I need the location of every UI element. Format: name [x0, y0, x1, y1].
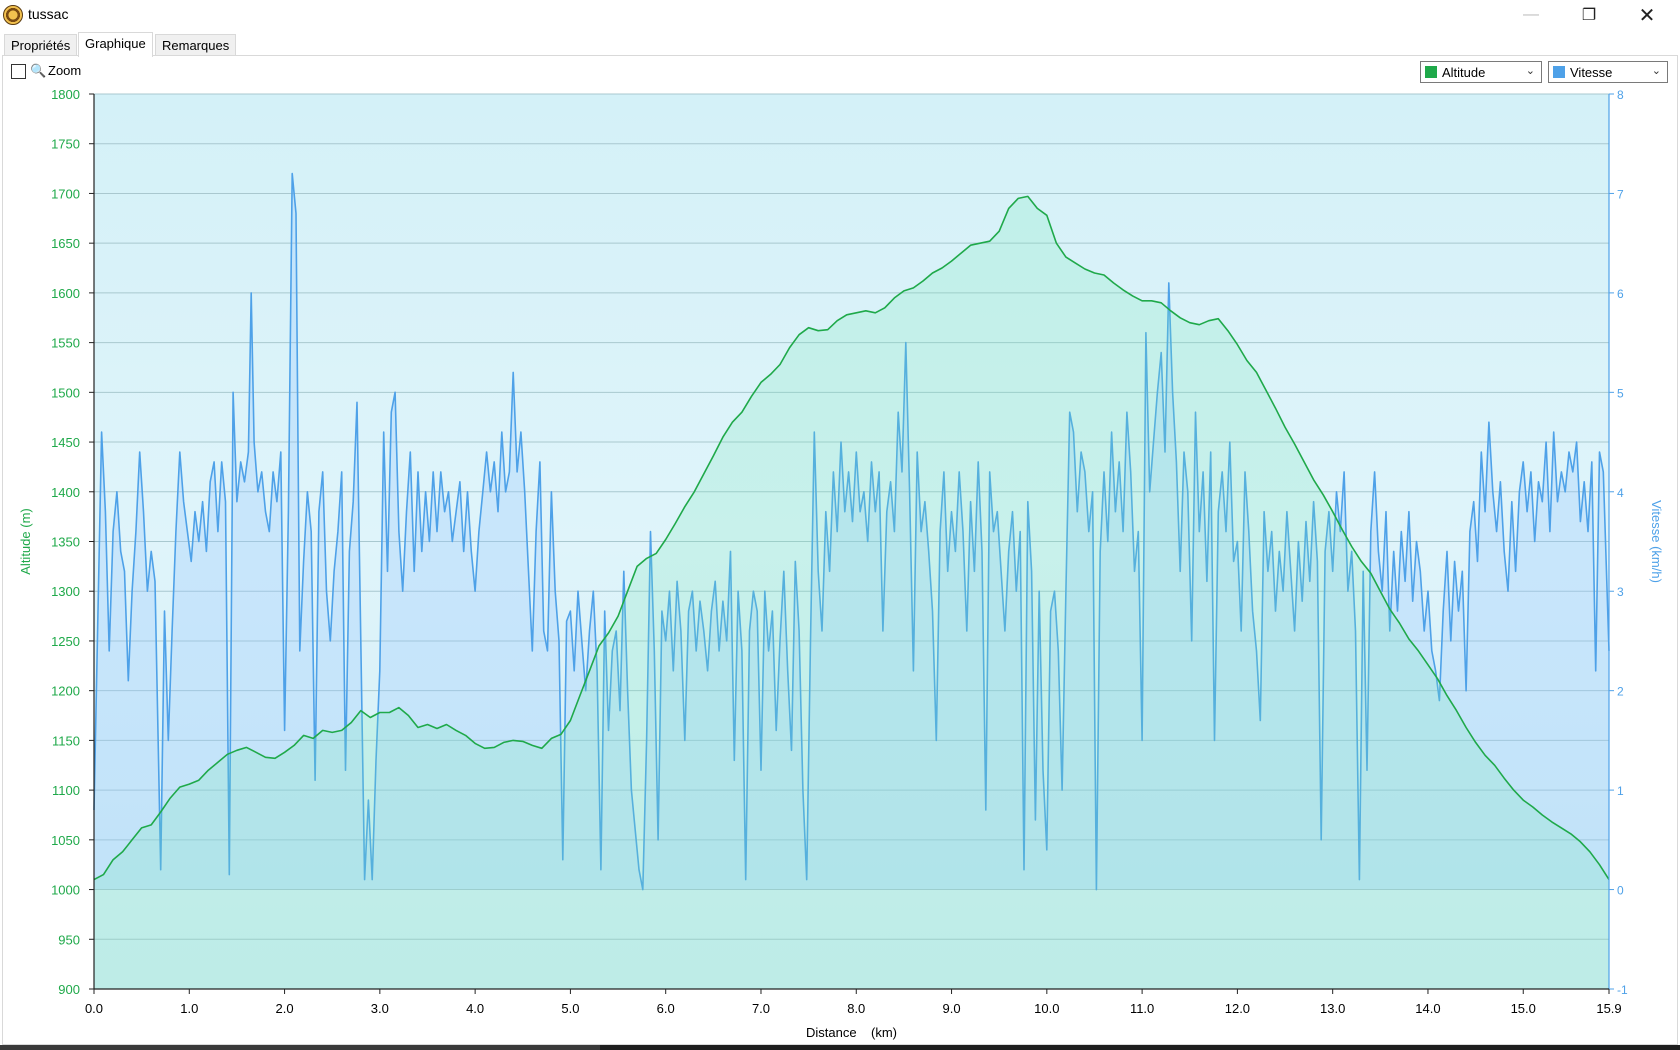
- minimize-button[interactable]: —: [1523, 6, 1539, 23]
- y-right-tick-label: 7: [1617, 187, 1624, 201]
- y-right-tick-label: 8: [1617, 88, 1624, 102]
- x-tick-label: 15.9: [1596, 1001, 1621, 1016]
- y-right-tick-label: -1: [1617, 983, 1628, 997]
- series-area-altitude: [94, 196, 1609, 989]
- y-left-tick-label: 1700: [51, 186, 80, 201]
- right-series-value: Vitesse: [1570, 64, 1613, 80]
- horizontal-scrollbar[interactable]: [0, 1045, 1680, 1050]
- scrollbar-thumb[interactable]: [0, 1045, 600, 1050]
- series-area-vitesse: [94, 173, 1609, 890]
- x-axis-label: Distance (km): [806, 1025, 897, 1040]
- window-title: tussac: [28, 6, 69, 22]
- right-series-select[interactable]: Vitesse ⌄: [1548, 61, 1668, 83]
- y-left-tick-label: 1050: [51, 833, 80, 848]
- x-tick-label: 7.0: [752, 1001, 770, 1016]
- y-left-tick-label: 900: [58, 982, 80, 997]
- series-layer: [93, 172, 1610, 989]
- y-left-tick-label: 1450: [51, 435, 80, 450]
- y-left-tick-label: 1800: [51, 87, 80, 102]
- zoom-checkbox[interactable]: [11, 64, 26, 79]
- chevron-down-icon: ⌄: [1651, 65, 1661, 77]
- x-tick-label: 8.0: [847, 1001, 865, 1016]
- x-tick-label: 12.0: [1225, 1001, 1250, 1016]
- y-left-tick-label: 1400: [51, 485, 80, 500]
- left-series-value: Altitude: [1442, 64, 1486, 80]
- y-left-tick-label: 950: [58, 932, 80, 947]
- series-line-altitude: [93, 195, 1610, 881]
- y-left-tick-label: 1600: [51, 286, 80, 301]
- y-right-tick-label: 4: [1617, 486, 1624, 500]
- y-right-tick-label: 0: [1617, 884, 1624, 898]
- y-right-tick-label: 3: [1617, 585, 1624, 599]
- altitude-swatch: [1425, 66, 1437, 78]
- elevation-speed-chart[interactable]: 9009501000105011001150120012501300135014…: [0, 85, 1680, 1040]
- close-button[interactable]: ✕: [1638, 4, 1656, 27]
- y-left-tick-label: 1200: [51, 684, 80, 699]
- maximize-button[interactable]: ❐: [1581, 7, 1597, 24]
- x-tick-label: 6.0: [657, 1001, 675, 1016]
- y-left-tick-label: 1250: [51, 634, 80, 649]
- y-right-tick-label: 2: [1617, 685, 1624, 699]
- x-tick-label: 14.0: [1415, 1001, 1440, 1016]
- tab-graphique[interactable]: Graphique: [78, 32, 153, 57]
- speed-swatch: [1553, 66, 1565, 78]
- y-axis-right-label: Vitesse (km/h): [1649, 500, 1664, 583]
- tab-remarques[interactable]: Remarques: [155, 34, 237, 56]
- x-tick-label: 15.0: [1511, 1001, 1536, 1016]
- title-bar: tussac — ❐ ✕: [0, 0, 1680, 30]
- x-tick-label: 13.0: [1320, 1001, 1345, 1016]
- magnifier-icon: 🔍: [30, 63, 47, 78]
- y-axis-left-label: Altitude (m): [18, 508, 33, 574]
- x-tick-label: 11.0: [1130, 1001, 1154, 1016]
- y-left-tick-label: 1300: [51, 584, 80, 599]
- x-tick-label: 10.0: [1034, 1001, 1059, 1016]
- y-left-tick-label: 1500: [51, 385, 80, 400]
- x-tick-label: 2.0: [276, 1001, 294, 1016]
- series-line-vitesse: [93, 172, 1610, 891]
- tab-proprietes[interactable]: Propriétés: [4, 34, 78, 56]
- y-right-tick-label: 6: [1617, 287, 1624, 301]
- left-series-select[interactable]: Altitude ⌄: [1420, 61, 1542, 83]
- y-left-tick-label: 1100: [52, 783, 80, 798]
- y-left-tick-label: 1750: [51, 137, 80, 152]
- app-icon: [3, 5, 23, 25]
- y-left-tick-label: 1150: [52, 733, 80, 748]
- y-right-tick-label: 1: [1617, 784, 1624, 798]
- chevron-down-icon: ⌄: [1525, 65, 1535, 77]
- x-tick-label: 9.0: [943, 1001, 961, 1016]
- y-right-tick-label: 5: [1617, 386, 1624, 400]
- y-left-tick-label: 1650: [51, 236, 80, 251]
- y-left-tick-label: 1550: [51, 336, 80, 351]
- x-tick-label: 4.0: [466, 1001, 484, 1016]
- zoom-label: Zoom: [48, 63, 82, 78]
- x-tick-label: 3.0: [371, 1001, 389, 1016]
- y-left-tick-label: 1350: [51, 535, 80, 550]
- y-left-tick-label: 1000: [51, 883, 80, 898]
- tab-bar: Propriétés Graphique Remarques: [0, 32, 1680, 57]
- x-tick-label: 0.0: [85, 1001, 103, 1016]
- axes: 9009501000105011001150120012501300135014…: [51, 87, 1628, 1016]
- x-tick-label: 1.0: [180, 1001, 198, 1016]
- x-tick-label: 5.0: [561, 1001, 579, 1016]
